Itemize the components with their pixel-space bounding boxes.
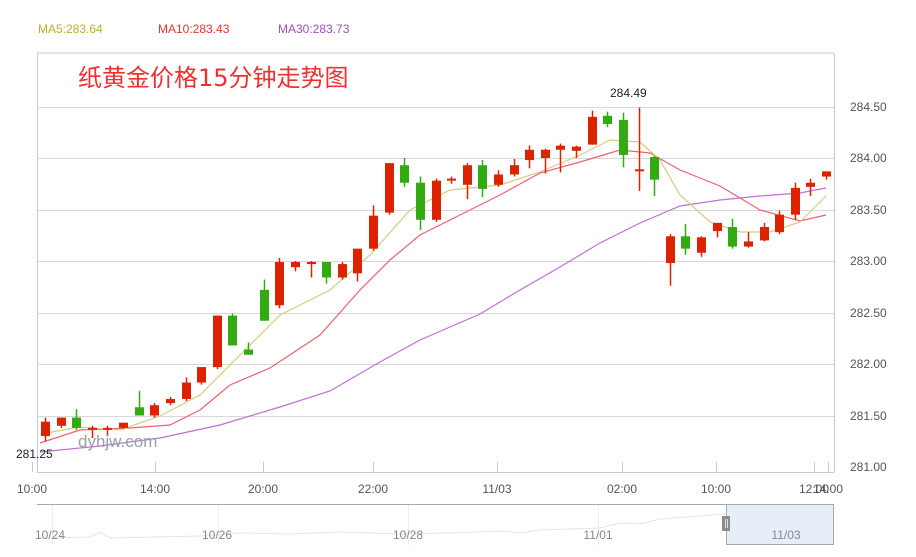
candle-body: [760, 227, 769, 241]
y-tick-label: 281.50: [850, 408, 887, 423]
x-tick-label: 14:00: [812, 482, 844, 496]
candle-body: [244, 349, 253, 355]
x-tick-label: 20:00: [247, 482, 279, 496]
candle-body: [57, 417, 66, 426]
x-tick-label: 10:00: [16, 482, 48, 496]
candle-body: [338, 264, 347, 278]
candle-body: [72, 417, 81, 428]
legend-ma30: MA30:283.73: [278, 22, 350, 36]
candle-body: [635, 169, 644, 172]
y-tick-label: 282.50: [850, 305, 887, 320]
y-tick-label: 283.00: [850, 254, 887, 268]
candle-body: [385, 163, 394, 213]
legend-ma5: MA5:283.64: [38, 22, 103, 36]
navigator-date-label: 10/28: [392, 528, 424, 542]
y-tick-label: 283.50: [850, 202, 887, 217]
candle-body: [791, 187, 800, 215]
candle-body: [103, 427, 112, 430]
candle-body: [572, 146, 581, 151]
candle-body: [150, 405, 159, 416]
navigator-series: [36, 507, 827, 539]
y-tick-label: 282.00: [850, 357, 887, 371]
candle-body: [353, 248, 362, 274]
x-tick-label: 11/03: [482, 482, 512, 496]
candle-body: [291, 262, 300, 268]
watermark: dyhjw.com: [78, 432, 158, 451]
legend-ma10: MA10:283.43: [158, 22, 230, 36]
candle-body: [775, 214, 784, 233]
candle-body: [681, 236, 690, 249]
navigator-date-label: 10/26: [201, 528, 233, 542]
candle-body: [494, 174, 503, 185]
candle-body: [744, 241, 753, 247]
candle-body: [728, 227, 737, 247]
candle-body: [588, 116, 597, 145]
x-tick-label: 22:00: [357, 482, 389, 496]
candle-body: [41, 421, 50, 437]
candle-body: [556, 145, 565, 150]
y-tick-label: 281.00: [850, 460, 887, 474]
candle-body: [322, 262, 331, 278]
candle-body: [88, 427, 97, 430]
candle-body: [228, 315, 237, 346]
candle-body: [650, 156, 659, 180]
candle-body: [525, 149, 534, 161]
x-tick-label: 12:00: [798, 482, 830, 496]
candle-body: [400, 165, 409, 183]
candle-body: [697, 237, 706, 253]
y-tick-label: 284.50: [850, 99, 887, 114]
x-tick-label: 10:00: [700, 482, 732, 496]
candle-body: [463, 165, 472, 185]
x-tick-label: 02:00: [606, 482, 638, 496]
x-tick-label: 14:00: [139, 482, 171, 496]
candle-body: [260, 289, 269, 321]
min-price-label: 281.25: [16, 447, 53, 461]
candle-body: [510, 165, 519, 175]
navigator-date-label: 11/03: [771, 528, 801, 542]
candle-body: [197, 367, 206, 383]
y-tick-label: 284.00: [850, 151, 887, 165]
candle-body: [619, 119, 628, 155]
candle-body: [713, 222, 722, 232]
candle-body: [822, 171, 831, 177]
ma30-line: [39, 187, 827, 453]
chart-title: 纸黄金价格15分钟走势图: [78, 64, 349, 92]
candle-body: [119, 422, 128, 428]
ma10-line: [39, 149, 827, 444]
candle-body: [447, 178, 456, 181]
navigator-date-label: 11/01: [583, 528, 613, 542]
candle-body: [135, 407, 144, 416]
navigator-selection: [726, 504, 834, 545]
candle-body: [213, 315, 222, 368]
candle-body: [541, 149, 550, 158]
candle-body: [478, 165, 487, 189]
max-price-label: 284.49: [610, 86, 647, 100]
candle-body: [666, 236, 675, 264]
candle-body: [416, 182, 425, 220]
candle-body: [307, 262, 316, 265]
candle-body: [166, 399, 175, 404]
navigator-date-label: 10/24: [34, 528, 66, 542]
candle-body: [369, 215, 378, 249]
candle-body: [806, 182, 815, 187]
candle-body: [432, 180, 441, 220]
candle-body: [182, 382, 191, 400]
candle-body: [603, 115, 612, 125]
candle-body: [275, 262, 284, 306]
